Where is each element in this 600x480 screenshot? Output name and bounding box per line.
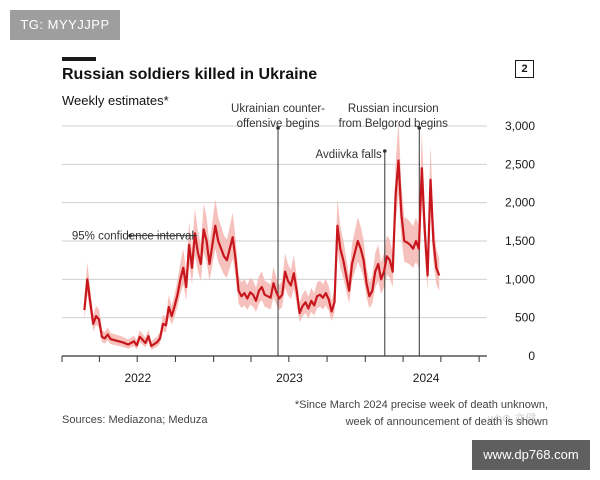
chart-title: Russian soldiers killed in Ukraine [62,66,318,83]
event-annotation-label: Russian incursion [348,103,439,115]
event-annotation-label: Ukrainian counter- [231,103,325,115]
title-rule [62,57,96,61]
event-annotation-label: from Belgorod begins [339,118,449,130]
event-marker-dot [383,149,387,153]
y-tick-label: 500 [515,311,535,325]
y-tick-label: 2,000 [505,196,535,210]
event-annotation-label: Avdiivka falls [316,149,383,161]
footnote-line-1: *Since March 2024 precise week of death … [294,399,548,411]
tg-watermark-badge: TG: MYYJJPP [10,10,120,40]
y-tick-label: 3,000 [505,119,535,133]
footnote: *Since March 2024 precise week of death … [295,397,548,431]
ghost-watermark: wb⊕ 亦健 [488,413,537,425]
x-tick-label: 2024 [413,371,440,385]
ci-callout-label: 95% confidence interval [72,231,194,243]
y-tick-label: 0 [528,349,535,363]
y-tick-label: 1,500 [505,234,535,248]
event-annotation-label: offensive begins [237,118,320,130]
y-tick-label: 2,500 [505,157,535,171]
event-marker-dot [276,126,280,130]
footnote-line-2: week of announcement of death is shown [345,416,548,428]
x-tick-label: 2022 [124,371,151,385]
sources-note: Sources: Mediazona; Meduza [62,414,208,426]
page-number-box: 2 [515,60,534,78]
chart-subtitle: Weekly estimates* [62,93,169,108]
weekly-deaths-line [83,159,441,348]
event-marker-dot [417,126,422,130]
x-tick-label: 2023 [276,371,303,385]
url-watermark-badge: www.dp768.com [472,440,590,470]
y-tick-label: 1,000 [505,272,535,286]
ci-callout-dot [128,233,132,238]
